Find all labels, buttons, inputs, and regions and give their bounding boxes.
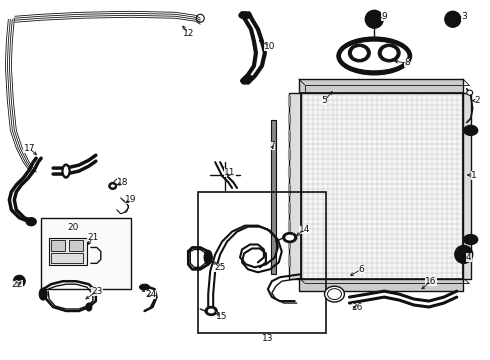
Circle shape	[455, 246, 473, 264]
Circle shape	[448, 14, 458, 24]
Ellipse shape	[239, 12, 251, 19]
Text: 4: 4	[466, 253, 471, 262]
Ellipse shape	[337, 37, 412, 75]
Text: 1: 1	[471, 171, 477, 180]
Ellipse shape	[205, 306, 217, 315]
Ellipse shape	[109, 183, 117, 189]
Ellipse shape	[242, 76, 252, 84]
Ellipse shape	[378, 44, 400, 62]
Ellipse shape	[204, 251, 212, 264]
Bar	[299, 79, 463, 93]
Bar	[301, 93, 463, 279]
Ellipse shape	[207, 308, 215, 314]
Circle shape	[13, 275, 25, 287]
Ellipse shape	[464, 125, 478, 135]
Ellipse shape	[464, 235, 478, 244]
Text: 24: 24	[145, 289, 156, 298]
Ellipse shape	[285, 234, 294, 241]
Text: 9: 9	[381, 12, 387, 21]
Text: 6: 6	[359, 265, 364, 274]
Ellipse shape	[86, 303, 92, 311]
Circle shape	[450, 17, 455, 22]
Bar	[69, 239, 83, 251]
Ellipse shape	[348, 44, 370, 62]
Ellipse shape	[110, 184, 115, 188]
Text: 26: 26	[352, 302, 363, 311]
Bar	[51, 253, 83, 264]
Text: 20: 20	[67, 223, 79, 232]
Bar	[463, 93, 471, 279]
Bar	[289, 93, 301, 279]
Bar	[271, 121, 276, 274]
Ellipse shape	[39, 288, 47, 300]
Circle shape	[17, 279, 21, 283]
Bar	[49, 238, 87, 265]
Text: 15: 15	[217, 312, 228, 321]
Text: 12: 12	[183, 29, 194, 38]
Circle shape	[368, 13, 380, 25]
Text: 5: 5	[321, 96, 327, 105]
Text: 14: 14	[299, 225, 310, 234]
Bar	[198, 192, 325, 333]
Circle shape	[445, 11, 461, 27]
Text: 16: 16	[425, 277, 437, 286]
Circle shape	[366, 10, 383, 28]
Text: 18: 18	[117, 179, 128, 188]
Ellipse shape	[140, 284, 149, 290]
Ellipse shape	[467, 90, 473, 95]
Bar	[51, 239, 65, 251]
Bar	[301, 93, 463, 279]
Text: 25: 25	[215, 263, 226, 272]
Circle shape	[461, 251, 467, 257]
Ellipse shape	[283, 233, 297, 243]
Text: 11: 11	[224, 167, 236, 176]
Bar	[299, 277, 463, 291]
Circle shape	[15, 277, 23, 285]
Ellipse shape	[26, 218, 36, 226]
Text: 8: 8	[404, 58, 410, 67]
Ellipse shape	[351, 46, 368, 59]
Bar	[41, 218, 131, 289]
Text: 10: 10	[264, 41, 275, 50]
Circle shape	[458, 248, 470, 260]
Text: 21: 21	[87, 233, 98, 242]
Text: 19: 19	[125, 195, 136, 204]
Text: 7: 7	[269, 141, 275, 150]
Text: 23: 23	[91, 287, 102, 296]
Text: 3: 3	[461, 12, 466, 21]
Ellipse shape	[341, 41, 408, 71]
Ellipse shape	[327, 289, 342, 300]
Ellipse shape	[63, 166, 69, 176]
Ellipse shape	[324, 286, 344, 302]
Circle shape	[371, 16, 377, 22]
Text: 2: 2	[474, 96, 480, 105]
Ellipse shape	[62, 164, 70, 178]
Text: 17: 17	[24, 144, 35, 153]
Text: 13: 13	[262, 334, 273, 343]
Text: 22: 22	[12, 280, 23, 289]
Ellipse shape	[381, 46, 397, 59]
